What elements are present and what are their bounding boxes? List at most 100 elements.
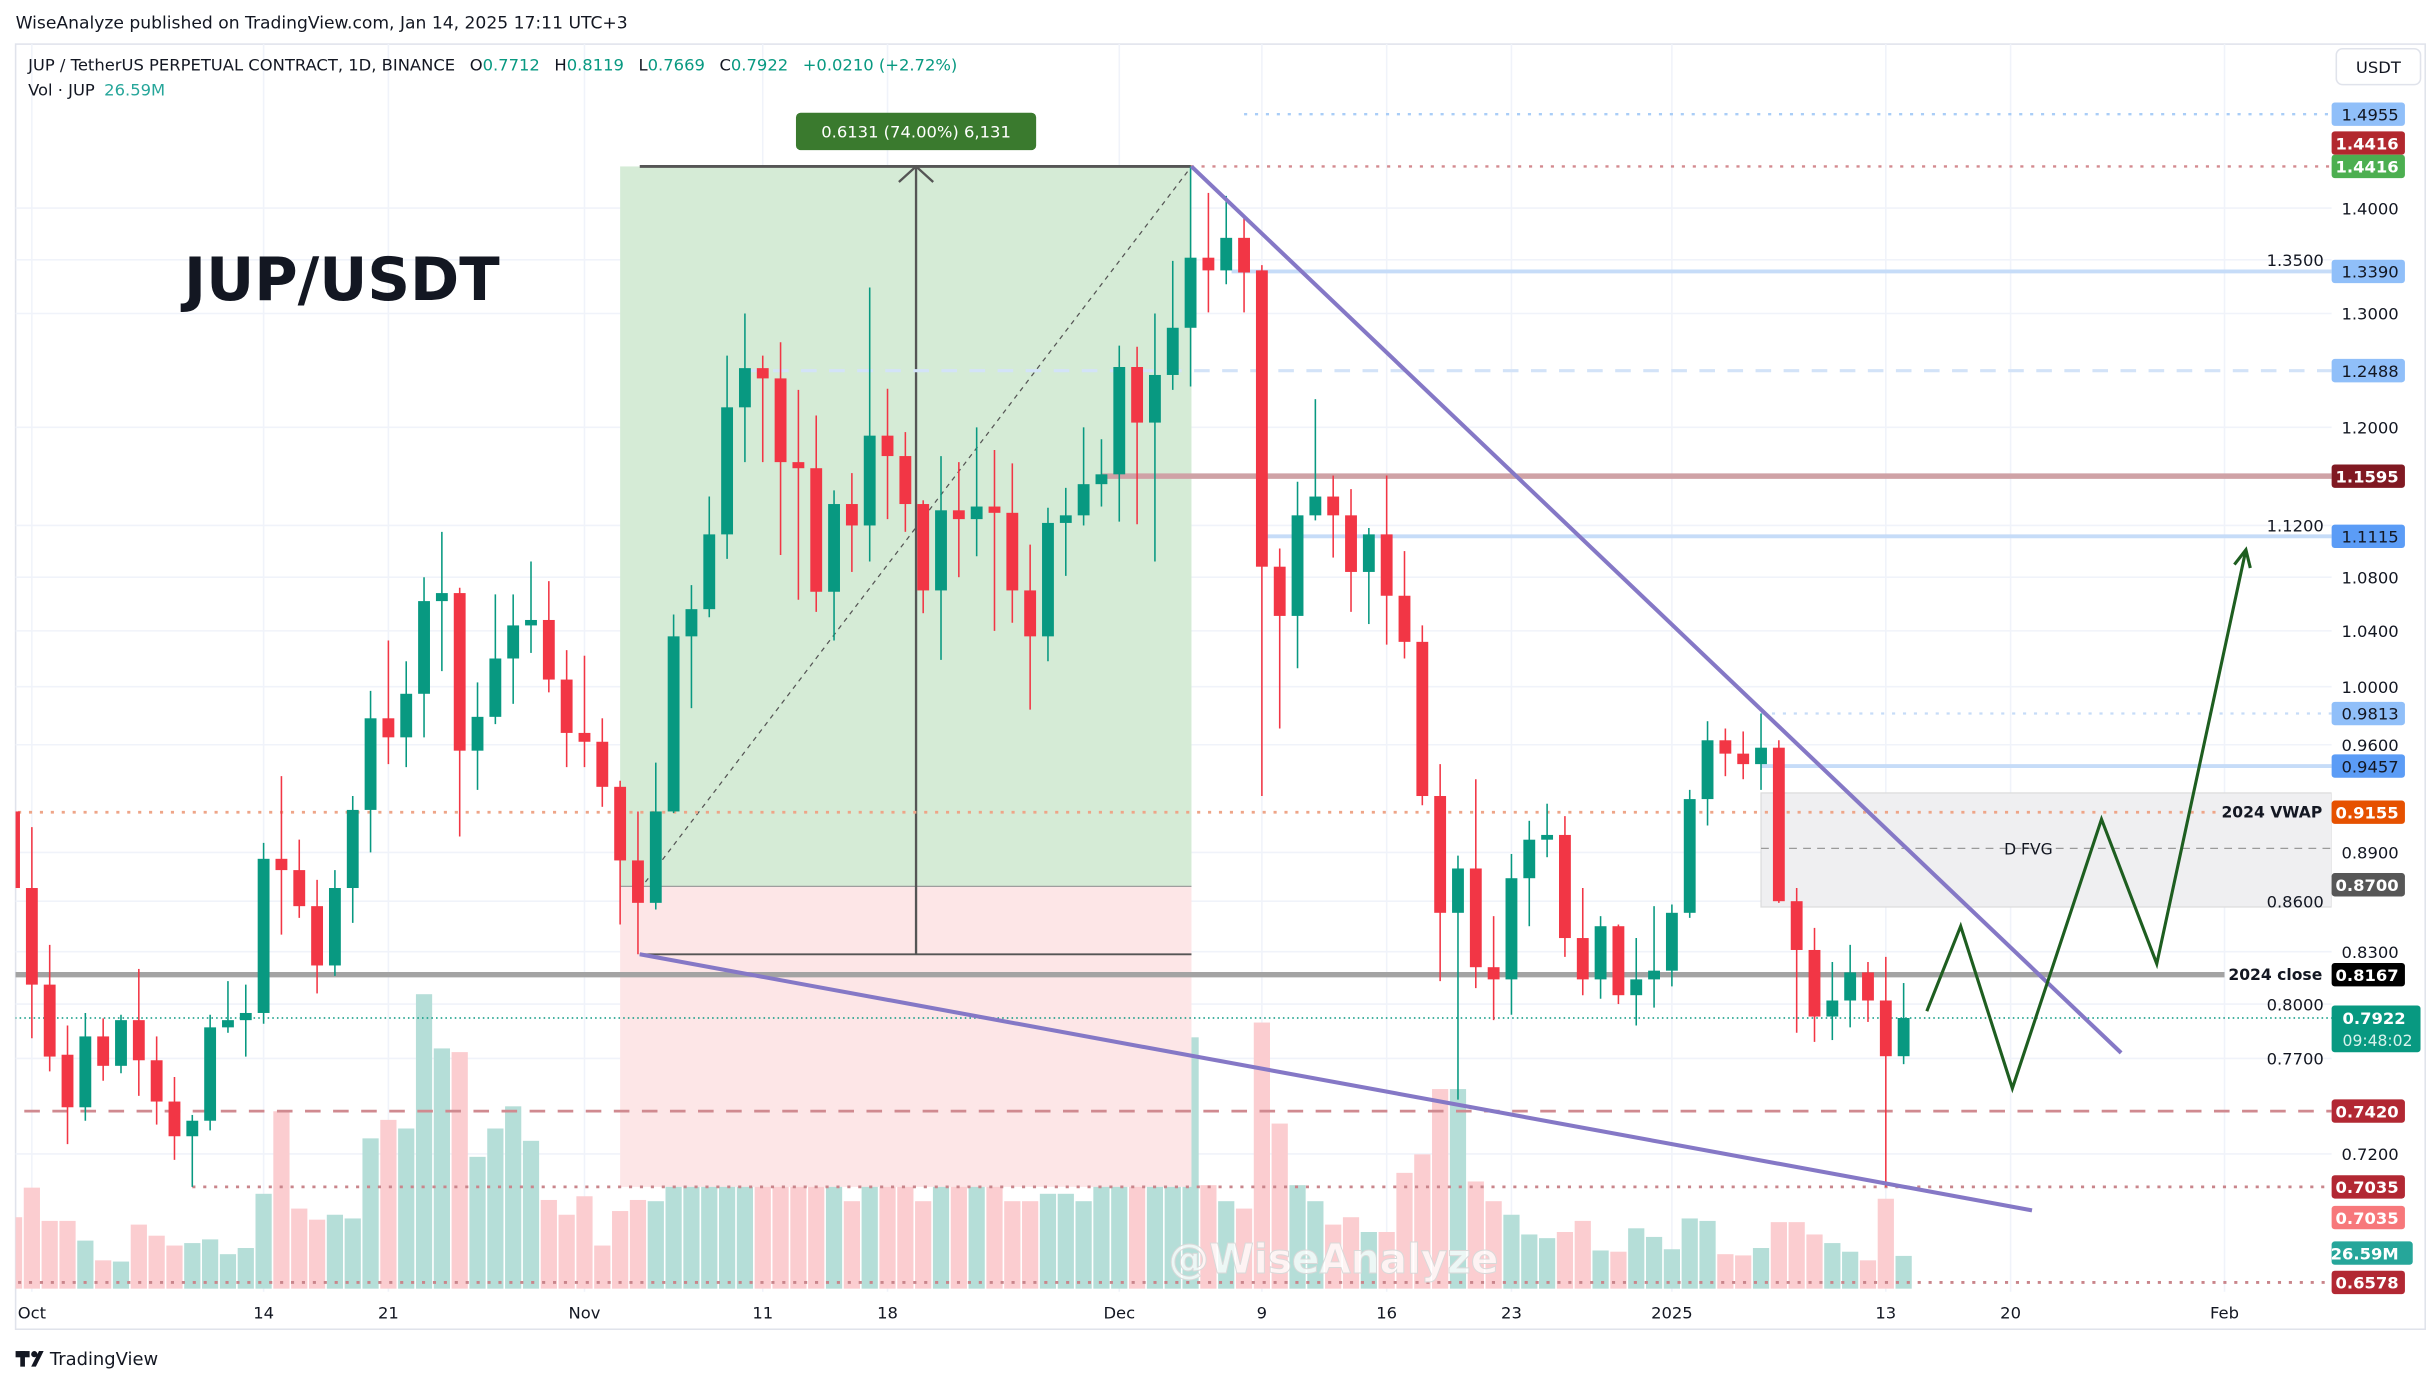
volume-legend[interactable]: Vol · JUP 26.59M — [28, 81, 165, 100]
candle-down[interactable] — [1612, 926, 1625, 996]
candle-up[interactable] — [1220, 237, 1233, 271]
last-price-badge[interactable] — [2331, 1005, 2421, 1053]
candle-down[interactable] — [988, 506, 1001, 513]
candle-down[interactable] — [1416, 641, 1429, 797]
candle-down[interactable] — [150, 1060, 163, 1102]
candle-up[interactable] — [115, 1020, 127, 1066]
price-badge[interactable] — [2331, 524, 2405, 548]
candle-down[interactable] — [97, 1036, 110, 1066]
price-badge[interactable] — [2331, 701, 2405, 726]
candle-up[interactable] — [1184, 257, 1197, 328]
candle-up[interactable] — [863, 435, 876, 526]
candle-up[interactable] — [1541, 834, 1554, 840]
price-badge[interactable] — [2331, 464, 2405, 488]
candle-down[interactable] — [881, 435, 894, 457]
trendlines[interactable]: 0.6131 (74.00%) 6,131 — [639, 112, 2252, 1213]
candle-up[interactable] — [1648, 970, 1660, 980]
price-badge[interactable] — [2331, 962, 2405, 987]
candle-up[interactable] — [721, 407, 734, 535]
candle-down[interactable] — [1487, 967, 1500, 980]
candle-up[interactable] — [738, 368, 751, 408]
lower-trendline[interactable] — [639, 952, 2033, 1213]
candle-up[interactable] — [1077, 484, 1090, 516]
candle-up[interactable] — [667, 636, 680, 812]
candle-down[interactable] — [614, 786, 627, 861]
candle-down[interactable] — [168, 1101, 181, 1137]
candle-up[interactable] — [935, 510, 947, 591]
candle-down[interactable] — [8, 811, 20, 889]
candle-down[interactable] — [61, 1054, 74, 1108]
candle-up[interactable] — [1452, 868, 1464, 913]
candle-up[interactable] — [649, 811, 662, 903]
drawing-tools[interactable] — [620, 164, 2332, 1187]
candle-down[interactable] — [1434, 796, 1447, 913]
candle-up[interactable] — [685, 609, 698, 637]
candle-down[interactable] — [1559, 834, 1571, 939]
price-badge[interactable] — [2331, 131, 2405, 155]
candle-down[interactable] — [1772, 747, 1785, 902]
price-badge[interactable] — [2331, 754, 2405, 778]
candle-down[interactable] — [382, 718, 395, 738]
candle-up[interactable] — [1309, 496, 1322, 516]
price-badge[interactable] — [2331, 259, 2405, 284]
candle-up[interactable] — [257, 858, 270, 1013]
candle-up[interactable] — [1755, 747, 1767, 765]
measure-label-box[interactable] — [795, 112, 1037, 151]
candle-down[interactable] — [43, 984, 56, 1057]
candle-down[interactable] — [1273, 566, 1286, 616]
candle-down[interactable] — [1737, 753, 1750, 765]
candle-up[interactable] — [1059, 515, 1072, 523]
price-badge[interactable] — [2331, 873, 2405, 897]
symbol-legend[interactable]: JUP / TetherUS PERPETUAL CONTRACT, 1D, B… — [27, 56, 957, 75]
candle-up[interactable] — [186, 1120, 199, 1137]
candle-up[interactable] — [828, 504, 840, 592]
candle-down[interactable] — [1006, 512, 1019, 591]
candle-up[interactable] — [1166, 327, 1179, 375]
candle-up[interactable] — [1594, 926, 1607, 980]
candle-down[interactable] — [845, 504, 858, 526]
candle-down[interactable] — [1398, 595, 1411, 642]
candle-up[interactable] — [1683, 799, 1696, 913]
candle-down[interactable] — [132, 1020, 145, 1061]
candle-down[interactable] — [25, 888, 38, 985]
candle-down[interactable] — [632, 860, 644, 903]
candle-up[interactable] — [1113, 366, 1126, 475]
candle-up[interactable] — [489, 658, 502, 717]
candle-down[interactable] — [1131, 366, 1144, 423]
price-badge[interactable] — [2331, 1099, 2405, 1123]
candle-down[interactable] — [917, 504, 930, 591]
candle-up[interactable] — [222, 1020, 234, 1028]
candle-down[interactable] — [1238, 237, 1250, 273]
horizontal-levels[interactable]: 2024 VWAP 2024 close D FVG — [0, 113, 2332, 1284]
candle-down[interactable] — [1719, 740, 1732, 754]
candle-down[interactable] — [774, 378, 787, 463]
candle-up[interactable] — [1701, 740, 1714, 800]
candle-up[interactable] — [1844, 972, 1857, 1001]
price-badge[interactable] — [2331, 1205, 2405, 1230]
candle-up[interactable] — [346, 809, 359, 889]
candle-up[interactable] — [239, 1012, 252, 1021]
candle-up[interactable] — [1148, 374, 1161, 423]
candle-down[interactable] — [810, 468, 823, 592]
chart-title-annotation[interactable]: JUP/USDT — [180, 245, 500, 314]
tradingview-logo[interactable]: TradingView — [15, 1349, 159, 1370]
projection-path[interactable] — [1925, 549, 2248, 1094]
candle-up[interactable] — [435, 593, 448, 602]
price-badge[interactable] — [2331, 1241, 2413, 1265]
candle-down[interactable] — [1576, 938, 1589, 980]
price-axis[interactable]: 1.4000 1.3500 1.3000 1.2000 1.1200 1.0800 1.04… — [2267, 102, 2421, 1295]
candle-down[interactable] — [756, 368, 769, 379]
candle-up[interactable] — [1042, 522, 1054, 637]
candle-down[interactable] — [1469, 868, 1482, 968]
price-badge[interactable] — [2331, 1175, 2405, 1199]
candle-up[interactable] — [418, 601, 430, 694]
candle-up[interactable] — [1665, 912, 1678, 971]
candle-up[interactable] — [1505, 878, 1518, 980]
candle-up[interactable] — [1523, 839, 1536, 879]
candle-down[interactable] — [453, 593, 466, 751]
candle-up[interactable] — [400, 693, 413, 738]
candle-down[interactable] — [792, 462, 805, 469]
candle-up[interactable] — [507, 625, 520, 659]
candle-down[interactable] — [1862, 972, 1874, 1001]
upper-trendline[interactable] — [1190, 164, 2123, 1055]
